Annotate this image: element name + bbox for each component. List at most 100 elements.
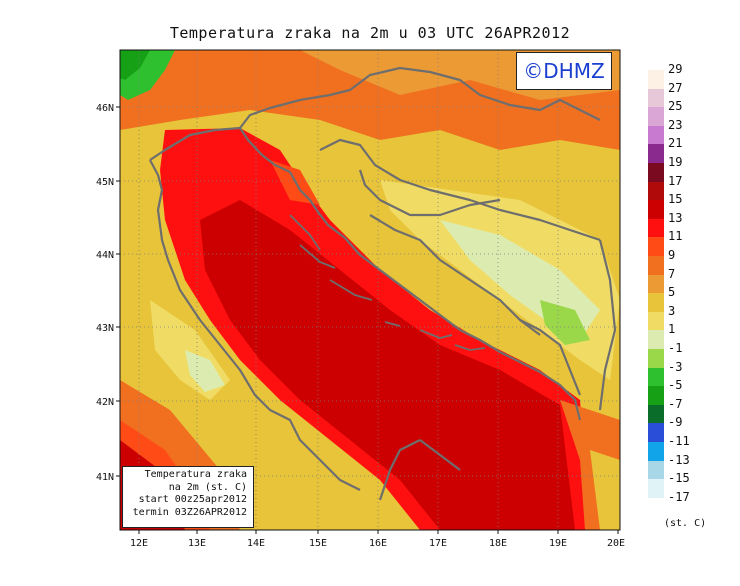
legend-label: 7 [668,266,676,281]
legend-swatch [648,125,664,145]
legend-level: 17 [648,174,738,201]
legend-swatch [648,88,664,108]
legend-label: 5 [668,285,676,300]
legend-swatch [648,163,664,183]
legend-level: -1 [648,341,738,369]
x-tick-label: 12E [130,538,148,549]
y-tick-label: 45N [96,177,114,188]
legend-level: 29 [648,62,738,90]
x-axis-labels: 12E 13E 14E 15E 16E 17E 18E 19E 20E [130,538,625,549]
legend-swatch [648,497,664,517]
legend-level: 1 [648,322,738,350]
x-tick-label: 15E [309,538,327,549]
legend-label: -3 [668,359,683,374]
legend-level: 19 [648,155,738,183]
legend-label: -13 [668,452,690,467]
legend-label: 11 [668,229,683,244]
legend-level: -3 [648,360,738,387]
x-tick-label: 13E [188,538,206,549]
legend-level: 7 [648,267,738,294]
y-tick-label: 46N [96,103,114,114]
legend-label: 9 [668,248,676,262]
y-tick-label: 41N [96,472,114,483]
legend-swatch [648,274,664,294]
axis-ticks [116,106,619,534]
legend-swatch [648,404,664,424]
map-title: Temperatura zraka na 2m u 03 UTC 26APR20… [169,24,571,42]
legend-swatch [648,349,664,369]
legend-swatch [648,293,664,313]
dhmz-logo: ©DHMZ [516,52,612,90]
legend-swatch [648,107,664,127]
legend-swatch [648,367,664,387]
y-tick-label: 44N [96,250,114,261]
info-line: Temperatura zraka [144,469,247,480]
legend-label: 17 [668,173,683,188]
x-tick-label: 17E [429,538,447,549]
legend-level: 13 [648,211,738,238]
y-tick-label: 43N [96,323,114,334]
legend-level: -9 [648,415,738,443]
legend-level: 27 [648,81,738,108]
legend-label: -15 [668,471,690,486]
legend-swatch [648,423,664,443]
temperature-field [120,50,620,530]
x-tick-label: 19E [549,538,567,549]
legend-level: -13 [648,453,738,480]
info-line: start 00z25apr2012 [138,494,247,505]
legend-level: 25 [648,99,738,127]
legend-swatch [648,218,664,238]
legend-unit: (st. C) [664,518,707,529]
legend-swatch [648,200,664,220]
legend-swatch [648,144,664,164]
legend-label: 29 [668,62,683,76]
legend-label: 15 [668,192,683,207]
x-tick-label: 16E [369,538,387,549]
legend-swatch [648,70,664,90]
legend-label: -1 [668,341,683,355]
legend-label: -5 [668,378,683,393]
legend-level: -17 [648,490,738,517]
legend-swatch [648,237,664,257]
legend-level: 5 [648,285,738,313]
legend-level: 3 [648,304,738,331]
legend-label: 13 [668,210,683,225]
legend-swatch [648,181,664,201]
legend-swatch [648,330,664,350]
legend-label: -9 [668,415,683,430]
legend-label: 1 [668,322,676,337]
legend-swatch [648,442,664,462]
legend-swatch [648,460,664,480]
legend-label: -7 [668,396,683,411]
legend-level: 11 [648,229,738,257]
legend-label: 23 [668,117,683,132]
info-line: na 2m (st. C) [168,481,247,493]
y-tick-label: 42N [96,397,114,408]
legend-swatch [648,311,664,331]
coastlines [149,66,617,501]
legend-label: 3 [668,303,676,318]
legend-level: -5 [648,378,738,406]
islands [289,214,486,351]
legend-swatch [648,256,664,276]
legend-label: 21 [668,136,683,151]
x-tick-label: 14E [247,538,265,549]
info-box: Temperatura zraka na 2m (st. C) start 00… [122,466,254,528]
legend-label: -17 [668,489,690,504]
legend-label: -11 [668,434,690,448]
legend-label: 27 [668,80,683,95]
legend-level: -7 [648,397,738,424]
legend-level: 23 [648,118,738,145]
lat-lon-grid [120,50,620,530]
legend-level: -11 [648,434,738,462]
info-line: termin 03Z26APR2012 [132,506,247,518]
legend-level: 9 [648,248,738,276]
legend-label: 25 [668,99,683,114]
x-tick-label: 18E [489,538,507,549]
legend-swatch [648,479,664,499]
legend-swatch [648,386,664,406]
legend-label: 19 [668,155,683,169]
legend-level: 15 [648,192,738,220]
map-frame [119,49,621,531]
